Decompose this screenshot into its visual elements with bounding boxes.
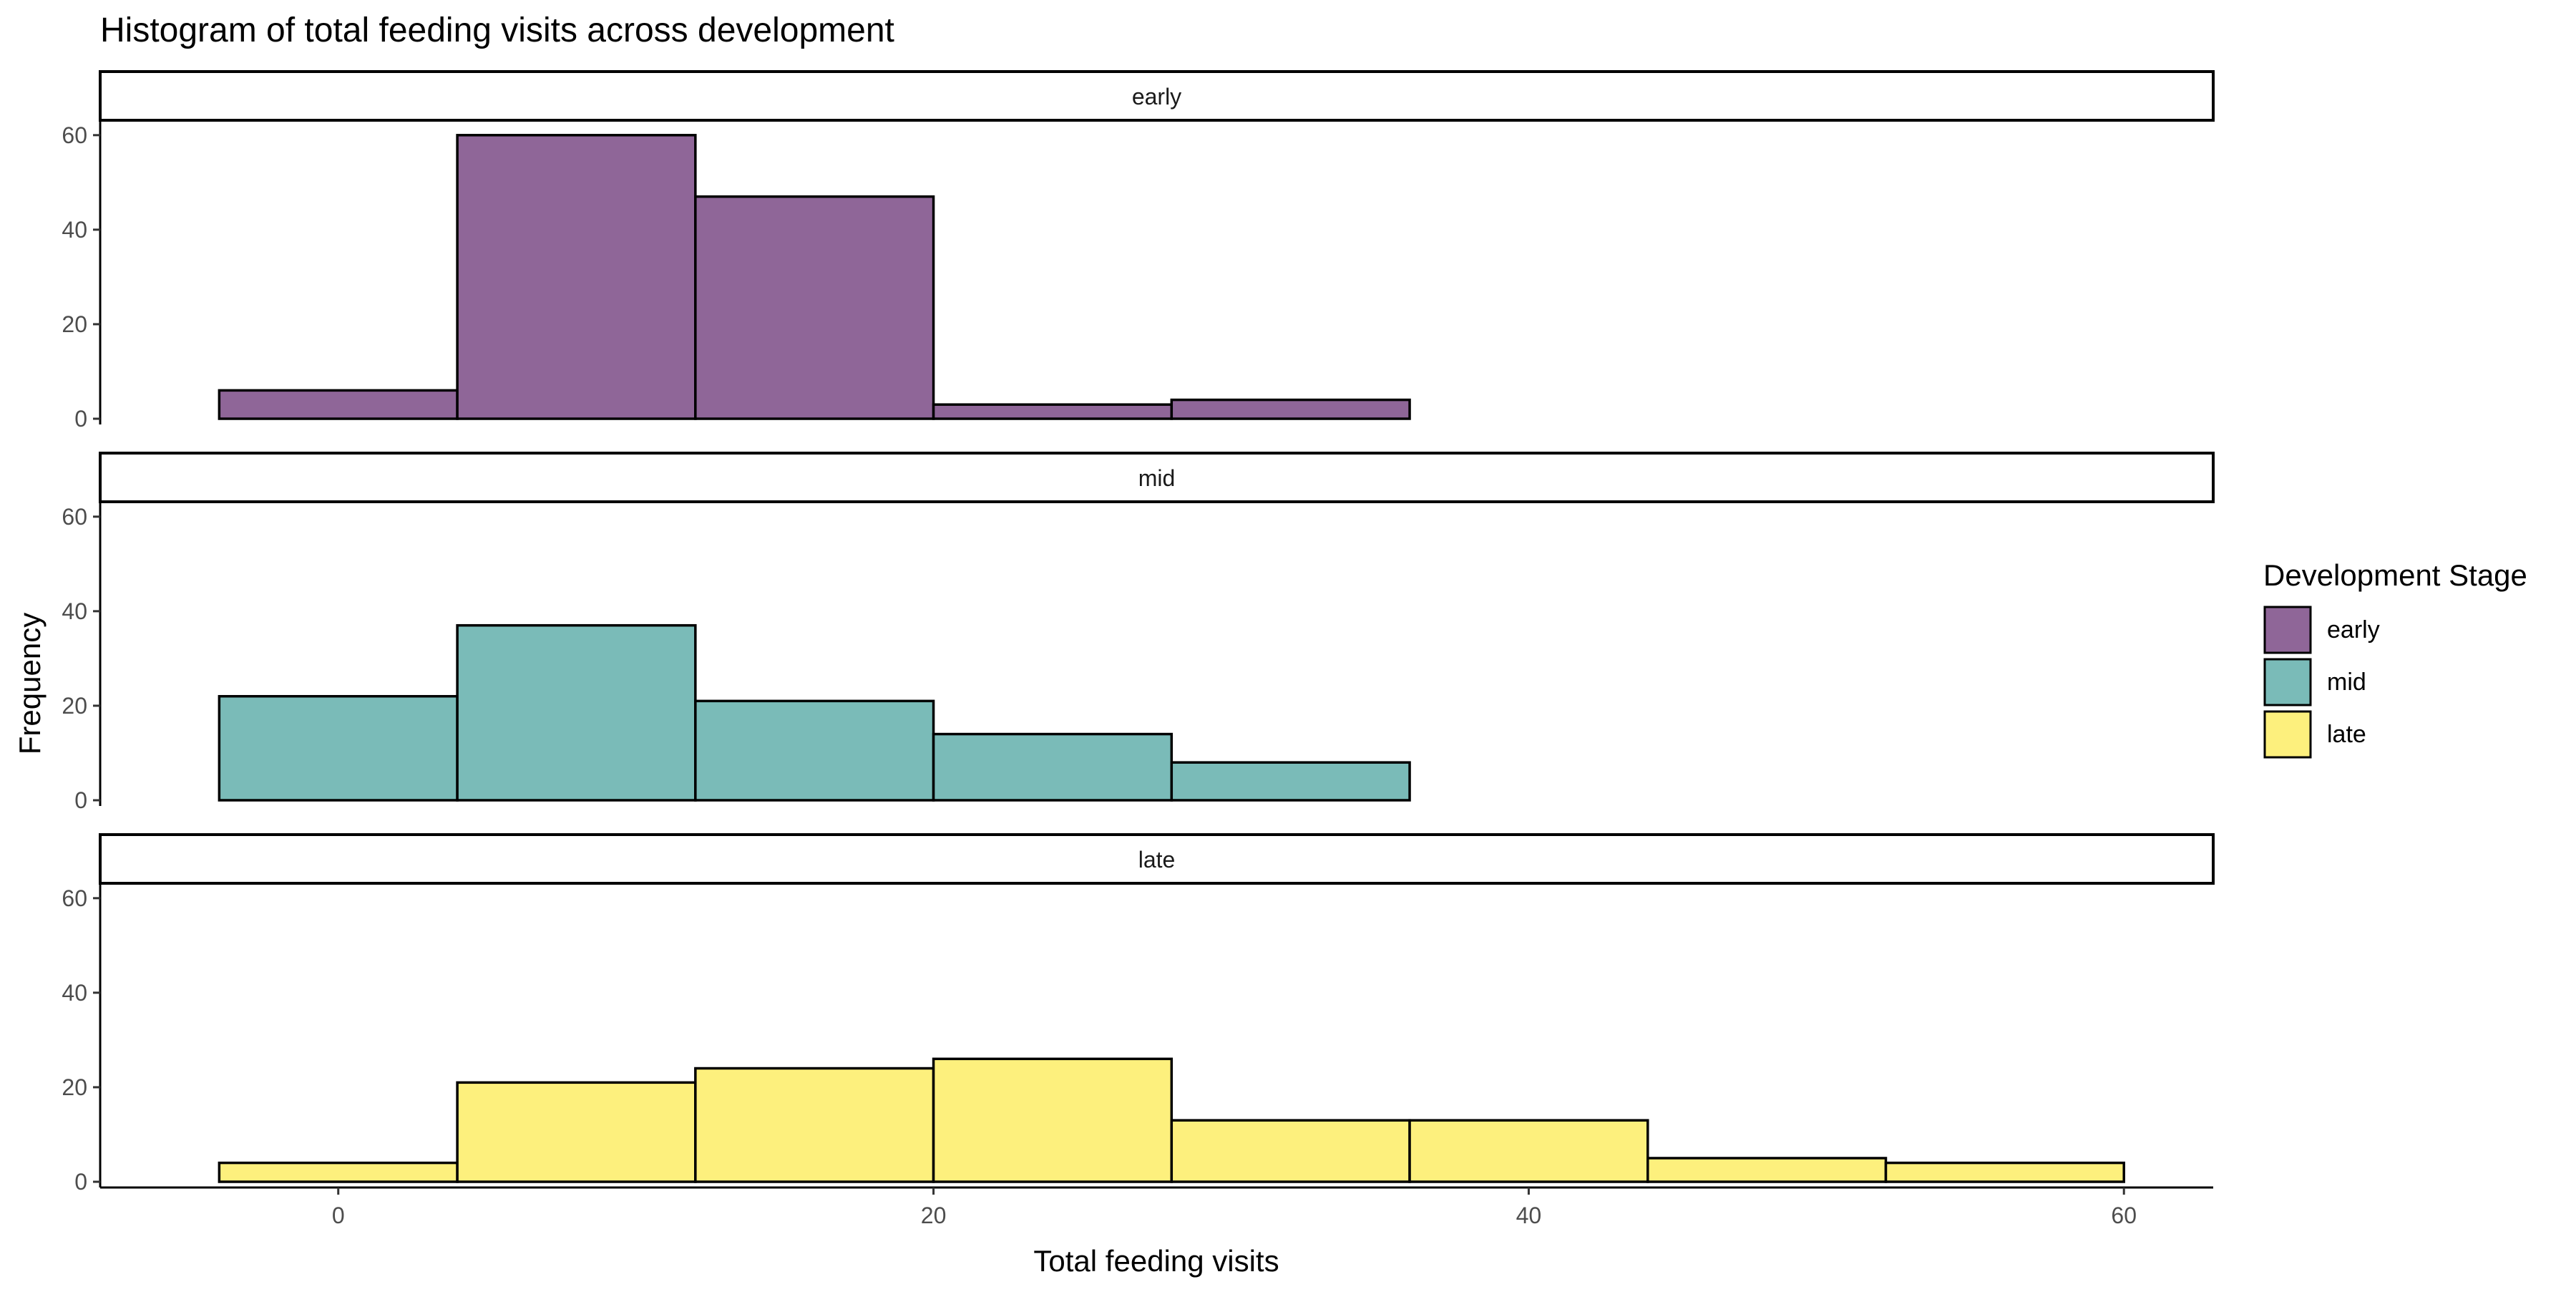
- legend-key-mid: [2263, 658, 2312, 706]
- histogram-bar: [932, 1057, 1174, 1183]
- facet-strip-early: [99, 70, 2215, 122]
- histogram-bar: [218, 389, 459, 420]
- y-tick-label: 60: [62, 504, 87, 530]
- legend: Development Stage early mid late: [2263, 558, 2527, 759]
- y-tick-label: 60: [62, 885, 87, 911]
- x-tick-label: 40: [1516, 1203, 1542, 1228]
- x-tick-label: 20: [921, 1203, 947, 1228]
- histogram-bar: [456, 1081, 697, 1183]
- histogram-bar: [1170, 398, 1411, 420]
- facet-strip-late: [99, 833, 2215, 885]
- facet-strip-mid: [99, 452, 2215, 503]
- y-tick-label: 60: [62, 122, 87, 148]
- y-tick-label: 0: [74, 406, 87, 432]
- legend-title: Development Stage: [2263, 558, 2527, 592]
- legend-label-early: early: [2327, 616, 2380, 643]
- histogram-bar: [1646, 1157, 1888, 1183]
- y-axis-title: Frequency: [13, 613, 47, 754]
- histogram-bar: [218, 694, 459, 802]
- facet-strip-label: late: [1138, 847, 1176, 873]
- x-axis: 0 20 40 60: [100, 1186, 2213, 1228]
- x-axis-title: Total feeding visits: [1033, 1244, 1279, 1278]
- legend-key-late: [2263, 710, 2312, 759]
- y-tick-label: 40: [62, 217, 87, 243]
- facet-panels: early 0 20 40 60 mid 0 20 40 60 late 0 20 40 60: [62, 70, 2215, 1195]
- y-tick-label: 20: [62, 311, 87, 337]
- chart-title: Histogram of total feeding visits across…: [100, 11, 894, 49]
- histogram-bar: [694, 699, 935, 802]
- y-tick-label: 20: [62, 693, 87, 719]
- histogram-bar: [1408, 1119, 1649, 1183]
- y-tick-label: 40: [62, 980, 87, 1006]
- facet-strip-label: early: [1132, 84, 1181, 110]
- histogram-bar: [456, 134, 697, 420]
- histogram-bar: [1170, 761, 1411, 802]
- histogram-bar: [218, 1161, 459, 1183]
- histogram-bar: [932, 403, 1174, 420]
- facet-panel-early: early 0 20 40 60: [62, 70, 2215, 432]
- histogram-bar: [694, 195, 935, 420]
- y-tick-label: 20: [62, 1074, 87, 1100]
- facet-panel-late: late 0 20 40 60: [62, 833, 2215, 1195]
- histogram-bar: [932, 732, 1174, 802]
- histogram-bar: [694, 1067, 935, 1183]
- histogram-bar: [456, 623, 697, 802]
- y-tick-label: 40: [62, 598, 87, 624]
- y-tick-label: 0: [74, 787, 87, 813]
- legend-label-late: late: [2327, 721, 2366, 748]
- x-tick-label: 60: [2111, 1203, 2137, 1228]
- histogram-bar: [1170, 1119, 1411, 1183]
- x-tick-label: 0: [332, 1203, 345, 1228]
- facet-panel-mid: mid 0 20 40 60: [62, 452, 2215, 813]
- legend-key-early: [2263, 606, 2312, 654]
- y-tick-label: 0: [74, 1169, 87, 1195]
- histogram-bar: [1884, 1161, 2125, 1183]
- legend-label-mid: mid: [2327, 669, 2366, 696]
- facet-strip-label: mid: [1138, 465, 1176, 491]
